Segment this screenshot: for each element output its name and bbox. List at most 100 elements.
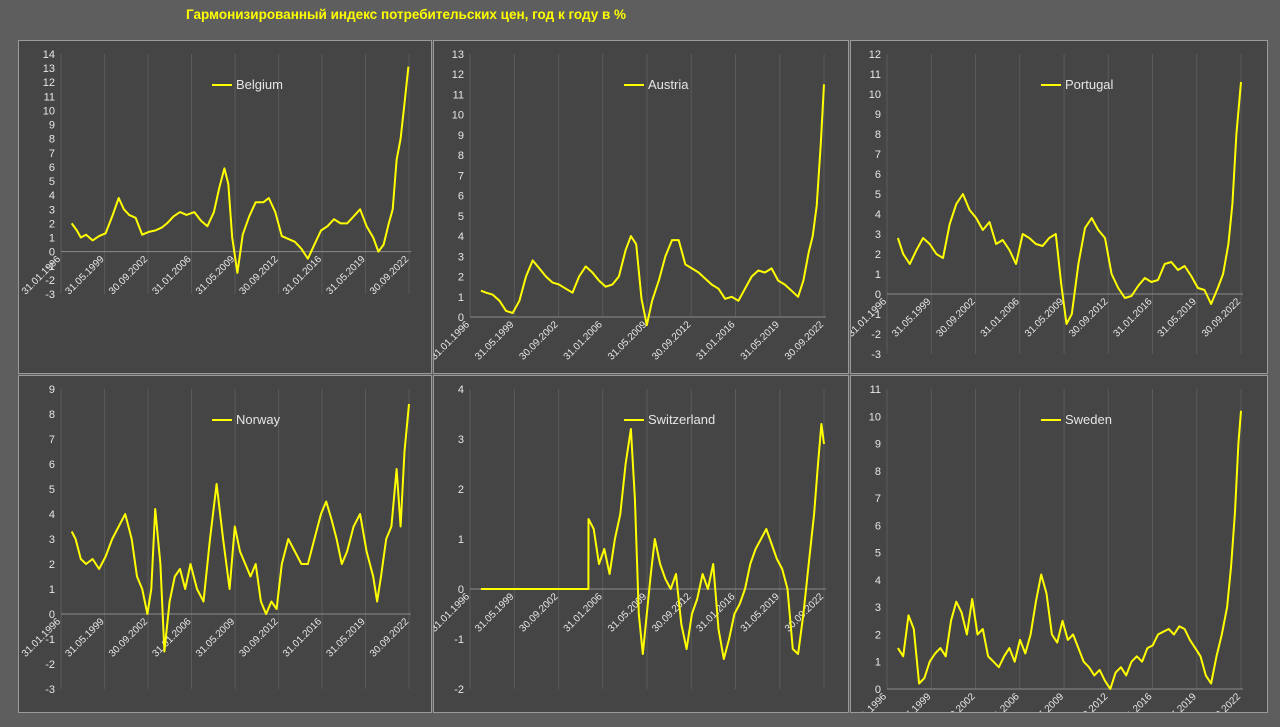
y-tick-label: 4 <box>49 509 55 521</box>
y-tick-label: 4 <box>875 575 881 587</box>
y-tick-label: 8 <box>49 409 55 421</box>
x-tick-label: 30.09.2012 <box>237 616 280 659</box>
x-tick-label: 31.05.2009 <box>606 319 649 362</box>
chart-panel-sweden: 0 1 2 3 4 5 6 7 8 9 10 11 31.01.1996 31.05.1999 30.09.… <box>850 375 1268 713</box>
y-tick-label: 7 <box>875 493 881 505</box>
x-tick-label: 31.05.1999 <box>890 296 933 339</box>
x-tick-label: 31.01.2006 <box>979 296 1022 339</box>
x-tick-label: 31.01.1996 <box>20 616 63 659</box>
x-tick-label: 31.01.2006 <box>150 616 193 659</box>
y-tick-label: 12 <box>452 69 464 81</box>
y-tick-label: -3 <box>871 349 881 361</box>
y-tick-label: 3 <box>875 229 881 241</box>
y-tick-label: 12 <box>869 49 881 61</box>
x-tick-label: 31.01.1996 <box>434 591 472 634</box>
x-tick-label: 31.01.1996 <box>851 691 889 713</box>
y-tick-label: 5 <box>875 189 881 201</box>
y-tick-label: 11 <box>870 69 881 81</box>
x-tick-label: 30.09.2002 <box>517 591 560 634</box>
x-tick-label: 31.05.2009 <box>1023 691 1066 713</box>
y-tick-label: 10 <box>43 105 55 117</box>
y-tick-label: -3 <box>45 289 55 301</box>
y-tick-label: 11 <box>453 89 464 101</box>
y-tick-label: 0 <box>875 289 881 301</box>
chart-panel-portugal: -3 -2 -1 0 1 2 3 4 5 6 7 8 9 10 11 12 31.01.1996 31.05.19… <box>850 40 1268 374</box>
x-tick-label: 31.01.2016 <box>281 616 324 659</box>
x-tick-label: 30.09.2002 <box>107 254 150 297</box>
y-tick-label: 4 <box>458 384 464 396</box>
y-tick-label: 6 <box>875 520 881 532</box>
y-tick-label: 9 <box>875 439 881 451</box>
y-tick-label: -2 <box>871 329 881 341</box>
y-tick-label: 2 <box>49 218 55 230</box>
y-tick-label: 6 <box>875 169 881 181</box>
y-tick-label: -2 <box>454 684 464 696</box>
y-tick-label: 0 <box>875 684 881 696</box>
y-tick-label: 10 <box>869 411 881 423</box>
series-line <box>70 403 410 653</box>
y-tick-label: 9 <box>49 384 55 396</box>
x-tick-label: 31.05.1999 <box>473 319 516 362</box>
y-tick-label: 1 <box>49 584 55 596</box>
legend-label: Switzerland <box>648 412 715 427</box>
x-tick-label: 31.05.2019 <box>739 319 782 362</box>
y-tick-label: 11 <box>870 384 881 396</box>
x-tick-label: 31.01.1996 <box>20 254 63 297</box>
x-tick-label: 30.09.2012 <box>237 254 280 297</box>
y-tick-label: -1 <box>454 634 464 646</box>
y-tick-label: 5 <box>458 211 464 223</box>
x-tick-label: 30.09.2022 <box>368 254 411 297</box>
chart-panel-belgium: -3 -2 -1 0 1 2 3 4 5 6 7 8 9 10 11 12 13 14 31.01.1996 31.0… <box>18 40 432 374</box>
x-tick-label: 30.09.2022 <box>1200 691 1243 713</box>
x-tick-label: 31.05.1999 <box>64 616 107 659</box>
y-tick-label: 2 <box>875 249 881 261</box>
x-tick-label: 31.05.2019 <box>1156 691 1199 713</box>
y-tick-label: 9 <box>458 130 464 142</box>
y-tick-label: 0 <box>49 609 55 621</box>
y-tick-label: 8 <box>49 134 55 146</box>
x-tick-label: 30.09.2012 <box>650 591 693 634</box>
x-tick-label: 31.01.2006 <box>150 254 193 297</box>
y-tick-label: 2 <box>49 559 55 571</box>
y-tick-label: 13 <box>43 63 55 75</box>
x-tick-label: 31.05.2019 <box>325 254 368 297</box>
y-tick-label: 1 <box>49 233 55 245</box>
x-tick-label: 30.09.2012 <box>1067 691 1110 713</box>
x-tick-label: 31.05.2009 <box>1023 296 1066 339</box>
y-tick-label: 1 <box>458 534 464 546</box>
series-line <box>480 423 825 660</box>
x-tick-label: 30.09.2002 <box>934 691 977 713</box>
x-tick-label: 30.09.2002 <box>517 319 560 362</box>
y-tick-label: 14 <box>43 49 55 61</box>
y-tick-label: 1 <box>458 292 464 304</box>
y-tick-label: 4 <box>49 190 55 202</box>
x-tick-label: 31.05.1999 <box>64 254 107 297</box>
y-tick-label: 6 <box>49 459 55 471</box>
x-tick-label: 31.05.1999 <box>890 691 933 713</box>
y-tick-label: 10 <box>452 110 464 122</box>
y-tick-label: 5 <box>49 484 55 496</box>
y-tick-label: 7 <box>49 434 55 446</box>
series-line <box>70 66 410 274</box>
y-tick-label: 10 <box>869 89 881 101</box>
chart-panel-norway: -3 -2 -1 0 1 2 3 4 5 6 7 8 9 31.01.1996 31.05.1999 30.0… <box>18 375 432 713</box>
chart-panel-switzerland: -2 -1 0 1 2 3 4 31.01.1996 31.05.1999 30.09.2002 3… <box>433 375 849 713</box>
y-tick-label: 7 <box>458 170 464 182</box>
y-tick-label: 9 <box>49 120 55 132</box>
series-line <box>896 81 1242 325</box>
legend-label: Belgium <box>236 77 283 92</box>
legend-label: Portugal <box>1065 77 1114 92</box>
x-tick-label: 31.05.2019 <box>1156 296 1199 339</box>
y-tick-label: 3 <box>49 534 55 546</box>
y-tick-label: 6 <box>49 162 55 174</box>
y-tick-label: 4 <box>875 209 881 221</box>
y-tick-label: -2 <box>45 659 55 671</box>
x-tick-label: 30.09.2022 <box>368 616 411 659</box>
y-tick-label: 5 <box>875 548 881 560</box>
x-tick-label: 30.09.2022 <box>783 319 826 362</box>
legend-label: Austria <box>648 77 689 92</box>
x-tick-label: 31.01.2006 <box>562 319 605 362</box>
